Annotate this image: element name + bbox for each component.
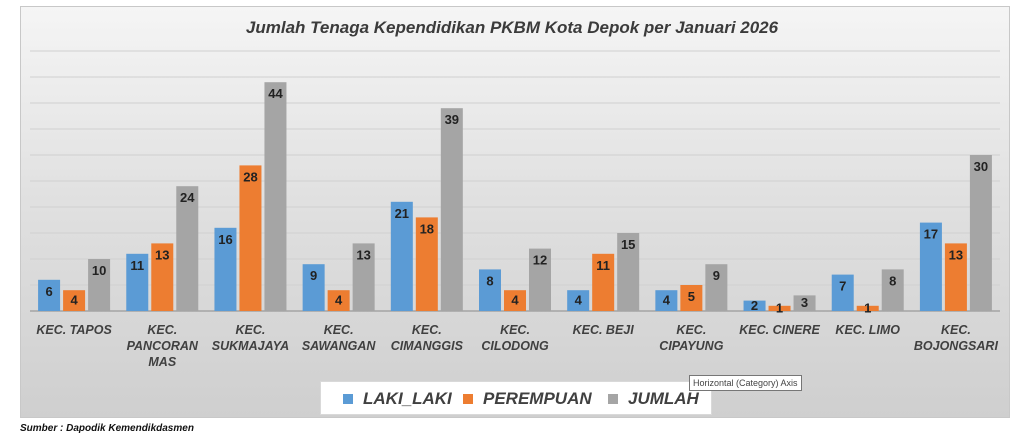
legend-swatch-jumlah — [608, 394, 618, 404]
data-label: 3 — [801, 295, 808, 310]
bar-perempuan-kec-cipayung[interactable] — [680, 285, 703, 311]
data-label: 9 — [310, 268, 317, 283]
data-label: 13 — [949, 247, 963, 262]
data-label: 11 — [596, 258, 610, 273]
data-label: 11 — [130, 258, 144, 273]
bar-laki-laki-kec-beji[interactable] — [567, 290, 590, 311]
bar-jumlah-kec-limo[interactable] — [881, 269, 904, 311]
bar-laki-laki-kec-limo[interactable] — [831, 274, 854, 311]
bar-jumlah-kec-bojongsari[interactable] — [969, 155, 992, 311]
bar-laki-laki-kec-sukmajaya[interactable] — [214, 227, 237, 311]
bar-jumlah-kec-sukmajaya[interactable] — [264, 82, 287, 311]
bar-jumlah-kec-sawangan[interactable] — [352, 243, 375, 311]
data-label: 4 — [511, 293, 519, 308]
bar-laki-laki-kec-tapos[interactable] — [38, 279, 61, 311]
bar-perempuan-kec-sawangan[interactable] — [327, 290, 350, 311]
legend-swatch-perempuan — [463, 394, 473, 404]
legend-label: PEREMPUAN — [483, 389, 592, 408]
data-label: 4 — [663, 293, 671, 308]
chart-title: Jumlah Tenaga Kependidikan PKBM Kota Dep… — [245, 18, 779, 37]
data-label: 6 — [45, 284, 52, 299]
category-label-kec-tapos: KEC. TAPOS — [36, 323, 112, 337]
data-label: 1 — [776, 300, 783, 315]
legend-item-laki-laki[interactable]: LAKI_LAKI — [343, 388, 452, 410]
category-label-kec-cilodong: KEC. CILODONG — [481, 323, 549, 353]
data-label: 16 — [218, 232, 232, 247]
data-label: 39 — [445, 112, 459, 127]
data-label: 30 — [974, 159, 988, 174]
bar-perempuan-kec-cilodong[interactable] — [504, 290, 526, 311]
data-label: 44 — [268, 86, 283, 101]
bar-laki-laki-kec-bojongsari[interactable] — [919, 222, 942, 311]
bar-laki-laki-kec-cipayung[interactable] — [655, 290, 678, 311]
data-label: 8 — [486, 273, 493, 288]
bar-jumlah-kec-cipayung[interactable] — [705, 264, 728, 311]
category-label-kec-sukmajaya: KEC. SUKMAJAYA — [211, 323, 290, 353]
data-label: 10 — [92, 263, 106, 278]
bar-jumlah-kec-cinere[interactable] — [793, 295, 816, 311]
category-label-kec-cinere: KEC. CINERE — [739, 323, 820, 337]
bar-perempuan-kec-sukmajaya[interactable] — [239, 165, 262, 311]
bar-jumlah-kec-beji[interactable] — [617, 233, 640, 311]
data-label: 2 — [751, 298, 758, 313]
data-label: 4 — [335, 293, 343, 308]
bar-jumlah-kec-cilodong[interactable] — [529, 248, 551, 311]
data-label: 13 — [155, 247, 169, 262]
bar-laki-laki-kec-cilodong[interactable] — [479, 269, 501, 311]
data-label: 18 — [420, 221, 434, 236]
bar-laki-laki-kec-cinere[interactable] — [743, 300, 766, 311]
bar-perempuan-kec-limo[interactable] — [856, 305, 879, 311]
legend-label: JUMLAH — [628, 389, 699, 408]
legend-item-perempuan[interactable]: PEREMPUAN — [463, 388, 592, 410]
legend-swatch-laki-laki — [343, 394, 353, 404]
data-label: 4 — [575, 293, 583, 308]
data-label: 9 — [713, 268, 720, 283]
bar-laki-laki-kec-sawangan[interactable] — [302, 264, 325, 311]
bar-perempuan-kec-beji[interactable] — [592, 253, 615, 311]
data-label: 24 — [180, 190, 195, 205]
bar-laki-laki-kec-pancoran-mas[interactable] — [126, 253, 149, 311]
legend-item-jumlah[interactable]: JUMLAH — [608, 388, 699, 410]
bar-perempuan-kec-tapos[interactable] — [63, 290, 86, 311]
data-label: 13 — [356, 247, 370, 262]
data-label: 17 — [924, 227, 938, 242]
data-label: 5 — [688, 289, 695, 304]
data-label: 12 — [533, 253, 547, 268]
data-label: 28 — [243, 169, 257, 184]
data-label: 8 — [889, 273, 896, 288]
bar-perempuan-kec-cimanggis[interactable] — [415, 217, 438, 311]
legend-label: LAKI_LAKI — [363, 389, 452, 408]
bar-perempuan-kec-pancoran-mas[interactable] — [151, 243, 174, 311]
data-label: 15 — [621, 237, 635, 252]
bar-jumlah-kec-pancoran-mas[interactable] — [176, 186, 199, 311]
category-label-kec-sawangan: KEC. SAWANGAN — [301, 323, 376, 353]
category-label-kec-cipayung: KEC. CIPAYUNG — [659, 323, 724, 353]
bar-perempuan-kec-bojongsari[interactable] — [944, 243, 967, 311]
category-label-kec-pancoran-mas: KEC. PANCORAN MAS — [126, 323, 198, 369]
legend[interactable]: LAKI_LAKI PEREMPUAN JUMLAH — [320, 381, 712, 415]
category-label-kec-limo: KEC. LIMO — [835, 323, 901, 337]
category-label-kec-cimanggis: KEC. CIMANGGIS — [390, 323, 463, 353]
bar-laki-laki-kec-cimanggis[interactable] — [390, 201, 413, 311]
bar-perempuan-kec-cinere[interactable] — [768, 305, 791, 311]
bar-jumlah-kec-cimanggis[interactable] — [440, 108, 463, 311]
bar-jumlah-kec-tapos[interactable] — [88, 259, 111, 311]
axis-tooltip: Horizontal (Category) Axis — [689, 375, 802, 391]
data-label: 21 — [395, 206, 409, 221]
data-label: 1 — [864, 300, 871, 315]
category-label-kec-bojongsari: KEC. BOJONGSARI — [913, 323, 998, 353]
category-label-kec-beji: KEC. BEJI — [572, 323, 634, 337]
data-label: 7 — [839, 279, 846, 294]
source-note: Sumber : Dapodik Kemendikdasmen — [20, 423, 194, 434]
data-label: 4 — [70, 293, 78, 308]
